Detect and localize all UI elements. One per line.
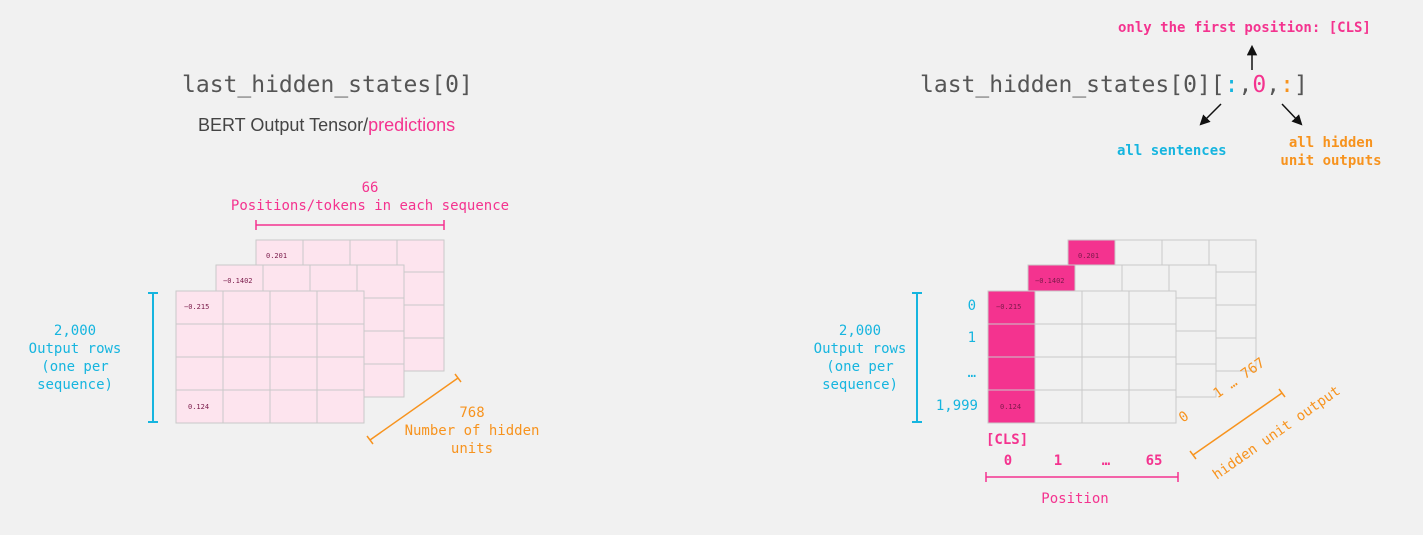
left-hidden-label-line1: Number of hidden xyxy=(404,423,540,439)
left-cell-front-bottom: 0.124 xyxy=(188,403,210,411)
left-rows-label-line1: Output rows xyxy=(28,341,122,357)
right-rows-label: 2,000 Output rows (one per sequence) xyxy=(800,322,920,394)
right-code-title: last_hidden_states[0][:,0,:] xyxy=(920,72,1308,98)
all-hidden-outputs-line2: unit outputs xyxy=(1280,153,1382,169)
left-cell-back-top: 0.201 xyxy=(266,252,288,260)
right-code-suffix: ] xyxy=(1293,72,1308,98)
right-code-colon-hidden: : xyxy=(1280,72,1294,98)
left-code-title: last_hidden_states[0] xyxy=(182,72,473,98)
all-hidden-outputs-line1: all hidden xyxy=(1288,135,1374,151)
col-index: … xyxy=(1101,453,1111,469)
left-cell-middle-top: −0.1402 xyxy=(223,277,253,285)
right-hidden-bracket xyxy=(1189,388,1286,460)
position-label: Position xyxy=(1041,491,1109,507)
row-index: 1,999 xyxy=(935,398,978,414)
left-positions-bracket xyxy=(255,220,445,230)
left-cell-front-top: −0.215 xyxy=(184,303,210,311)
right-rows-bracket xyxy=(912,292,922,423)
left-rows-label-line2: (one per xyxy=(41,359,109,375)
right-code-colon-sentences: : xyxy=(1224,72,1239,98)
arrow-down-right-hidden-outputs xyxy=(1281,103,1303,126)
col-index: 1 xyxy=(1053,453,1063,469)
cls-label: [CLS] xyxy=(986,432,1029,448)
left-positions-count: 66 xyxy=(361,180,379,196)
left-rows-bracket xyxy=(148,292,158,423)
right-rows-label-line1: Output rows xyxy=(813,341,907,357)
right-rows-label-line3: sequence) xyxy=(822,377,898,393)
row-index: 1 xyxy=(967,330,976,346)
left-hidden-bracket xyxy=(366,373,462,445)
right-cell-front-bottom: 0.124 xyxy=(1000,403,1022,411)
all-hidden-outputs-label: all hidden unit outputs xyxy=(1270,134,1392,170)
all-sentences-label: all sentences xyxy=(1117,143,1227,159)
left-positions-label: Positions/tokens in each sequence xyxy=(230,198,510,214)
right-rows-count: 2,000 xyxy=(838,323,882,339)
left-subtitle: BERT Output Tensor/predictions xyxy=(198,115,455,136)
right-cell-back-top: 0.201 xyxy=(1078,252,1100,260)
right-code-zero: 0 xyxy=(1252,72,1267,98)
arrow-down-left-all-sentences xyxy=(1199,103,1222,126)
col-index: 65 xyxy=(1145,453,1163,469)
left-rows-label-line3: sequence) xyxy=(37,377,113,393)
row-index: 0 xyxy=(967,298,976,314)
left-tensor-front-layer xyxy=(175,290,365,424)
first-position-label: only the first position: [CLS] xyxy=(1118,20,1371,36)
right-cell-middle-top: −0.1402 xyxy=(1035,277,1065,285)
left-hidden-label: 768 Number of hidden units xyxy=(390,404,554,458)
left-subtitle-highlight: predictions xyxy=(368,115,456,135)
right-code-comma-1: , xyxy=(1238,72,1253,98)
left-rows-count: 2,000 xyxy=(53,323,97,339)
left-hidden-count: 768 xyxy=(459,405,485,421)
right-code-prefix: last_hidden_states[0][ xyxy=(920,72,1225,98)
row-index: … xyxy=(967,365,976,381)
left-hidden-label-line2: units xyxy=(450,441,494,457)
right-rows-label-line2: (one per xyxy=(826,359,894,375)
left-subtitle-prefix: BERT Output Tensor/ xyxy=(198,115,369,135)
right-code-comma-2: , xyxy=(1266,72,1281,98)
left-rows-label: 2,000 Output rows (one per sequence) xyxy=(20,322,130,394)
col-index: 0 xyxy=(1003,453,1013,469)
right-cell-front-top: −0.215 xyxy=(996,303,1022,311)
right-position-bracket xyxy=(985,472,1179,482)
right-tensor-front-layer xyxy=(987,290,1177,424)
